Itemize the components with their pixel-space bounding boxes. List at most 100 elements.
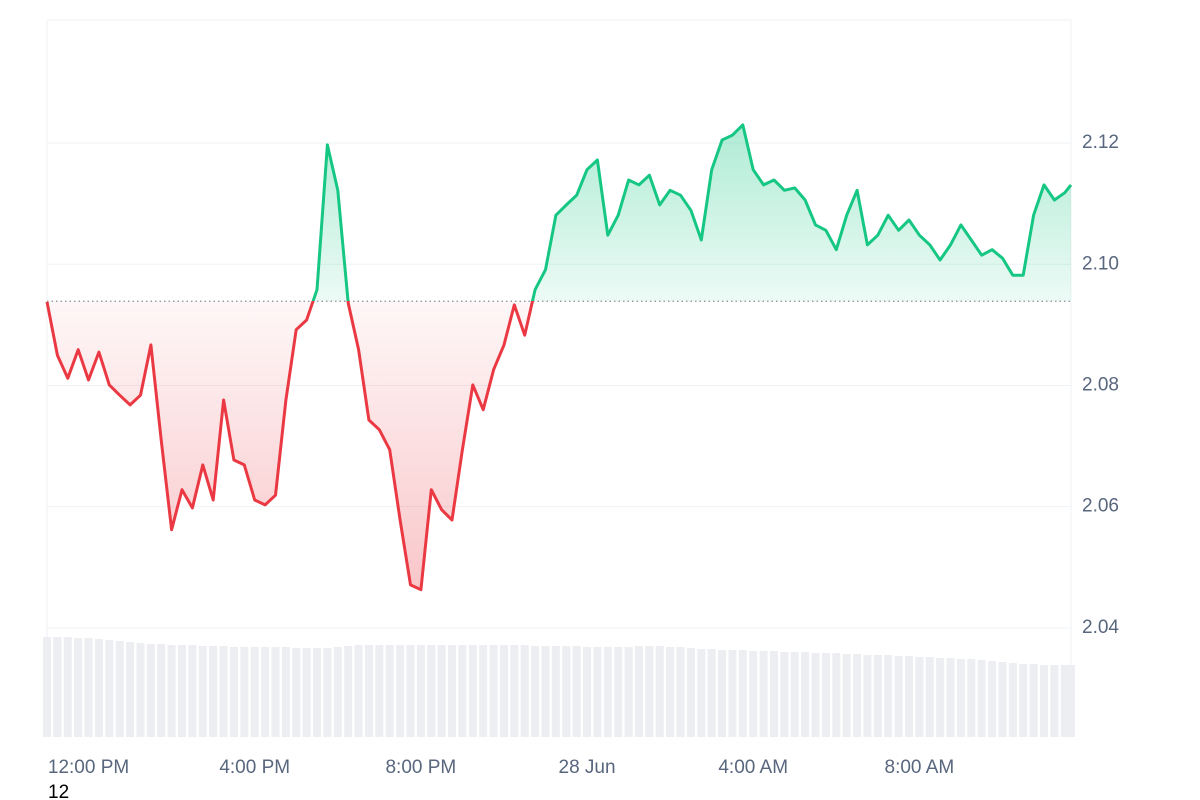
volume-bar <box>115 641 124 737</box>
volume-bar <box>468 645 477 737</box>
volume-bar <box>344 646 353 737</box>
volume-bar <box>385 645 394 737</box>
volume-bar <box>603 647 612 737</box>
volume-bar <box>904 656 913 737</box>
volume-bar <box>240 647 249 737</box>
volume-bar <box>94 639 103 737</box>
x-tick-label: 4:00 AM <box>718 757 788 778</box>
volume-bar <box>53 637 62 737</box>
volume-bar <box>551 646 560 737</box>
volume-bar <box>531 646 540 737</box>
volume-bar <box>697 649 706 737</box>
volume-bar <box>178 645 187 737</box>
volume-bar <box>946 658 955 737</box>
volume-bar <box>541 646 550 737</box>
volume-bar <box>977 660 986 737</box>
y-tick-label: 2.10 <box>1082 253 1119 274</box>
volume-bar <box>136 643 145 737</box>
volume-bar <box>198 646 207 737</box>
x-tick-label: 12:00 PM <box>48 757 129 778</box>
volume-bar <box>988 661 997 737</box>
volume-bar <box>925 657 934 737</box>
volume-bar <box>126 642 135 737</box>
volume-bar <box>614 647 623 737</box>
volume-bar <box>811 653 820 737</box>
volume-bar <box>105 640 114 737</box>
volume-bar <box>1060 665 1069 737</box>
volume-bar <box>261 647 270 737</box>
volume-bar <box>510 645 519 737</box>
x-tick-label: 8:00 PM <box>385 757 456 778</box>
volume-bar <box>84 638 93 737</box>
volume-bar <box>759 651 768 737</box>
volume-bar <box>302 648 311 737</box>
price-line <box>45 123 1073 592</box>
volume-bar <box>479 645 488 737</box>
volume-bar <box>427 645 436 737</box>
volume-bar <box>655 646 664 737</box>
volume-bar <box>821 653 830 737</box>
volume-bar <box>1039 665 1048 737</box>
volume-bar <box>437 645 446 737</box>
volume-bar <box>281 647 290 737</box>
area-fill <box>47 124 1071 590</box>
y-tick-label: 2.04 <box>1082 617 1119 638</box>
volume-bar <box>1008 663 1017 737</box>
volume-bar <box>686 648 695 737</box>
volume-bar <box>884 655 893 737</box>
volume-bar <box>718 650 727 737</box>
volume-bar <box>406 645 415 737</box>
volume-bar <box>894 656 903 737</box>
volume-bar <box>562 646 571 737</box>
volume-bar <box>956 659 965 737</box>
volume-bar <box>313 648 322 737</box>
volume-bar <box>842 654 851 737</box>
volume-bar <box>645 646 654 737</box>
volume-bar <box>769 651 778 737</box>
volume-bar <box>873 655 882 737</box>
stray-label: 12 <box>48 782 69 800</box>
volume-bar <box>583 647 592 737</box>
volume-bar <box>250 647 259 737</box>
volume-bar <box>728 650 737 737</box>
volume-bar <box>364 645 373 737</box>
volume-bar <box>832 653 841 737</box>
volume-bar <box>520 645 529 737</box>
volume-bar <box>458 645 467 737</box>
volume-bar <box>74 638 83 737</box>
volume-bar <box>853 654 862 737</box>
volume-bar <box>967 659 976 737</box>
volume-bar <box>676 647 685 737</box>
volume-bar <box>167 645 176 737</box>
volume-bar <box>188 645 197 737</box>
volume-bar <box>749 651 758 737</box>
volume-bar <box>63 637 72 737</box>
volume-bar <box>780 652 789 737</box>
volume-bar <box>489 645 498 737</box>
volume-bar <box>354 645 363 737</box>
volume-bar <box>1067 665 1075 737</box>
volume-bar <box>333 647 342 737</box>
volume-bar <box>396 645 405 737</box>
volume-bar <box>801 652 810 737</box>
volume-bar <box>572 646 581 737</box>
volume-bar <box>43 637 51 737</box>
volume-bar <box>375 645 384 737</box>
volume-bar <box>1050 665 1059 737</box>
volume-bar <box>448 645 457 737</box>
volume-bar <box>209 646 218 737</box>
volume-bar <box>323 648 332 737</box>
volume-bar <box>666 647 675 737</box>
volume-bar <box>790 652 799 737</box>
volume-bar <box>292 648 301 737</box>
volume-bar <box>1019 664 1028 737</box>
volume-bar <box>863 655 872 737</box>
volume-bar <box>416 645 425 737</box>
volume-bar <box>634 646 643 737</box>
volume-bar <box>1029 664 1038 737</box>
volume-bar <box>219 646 228 737</box>
volume-bar <box>229 647 238 737</box>
volume-bar <box>499 645 508 737</box>
volume-bar <box>707 649 716 737</box>
